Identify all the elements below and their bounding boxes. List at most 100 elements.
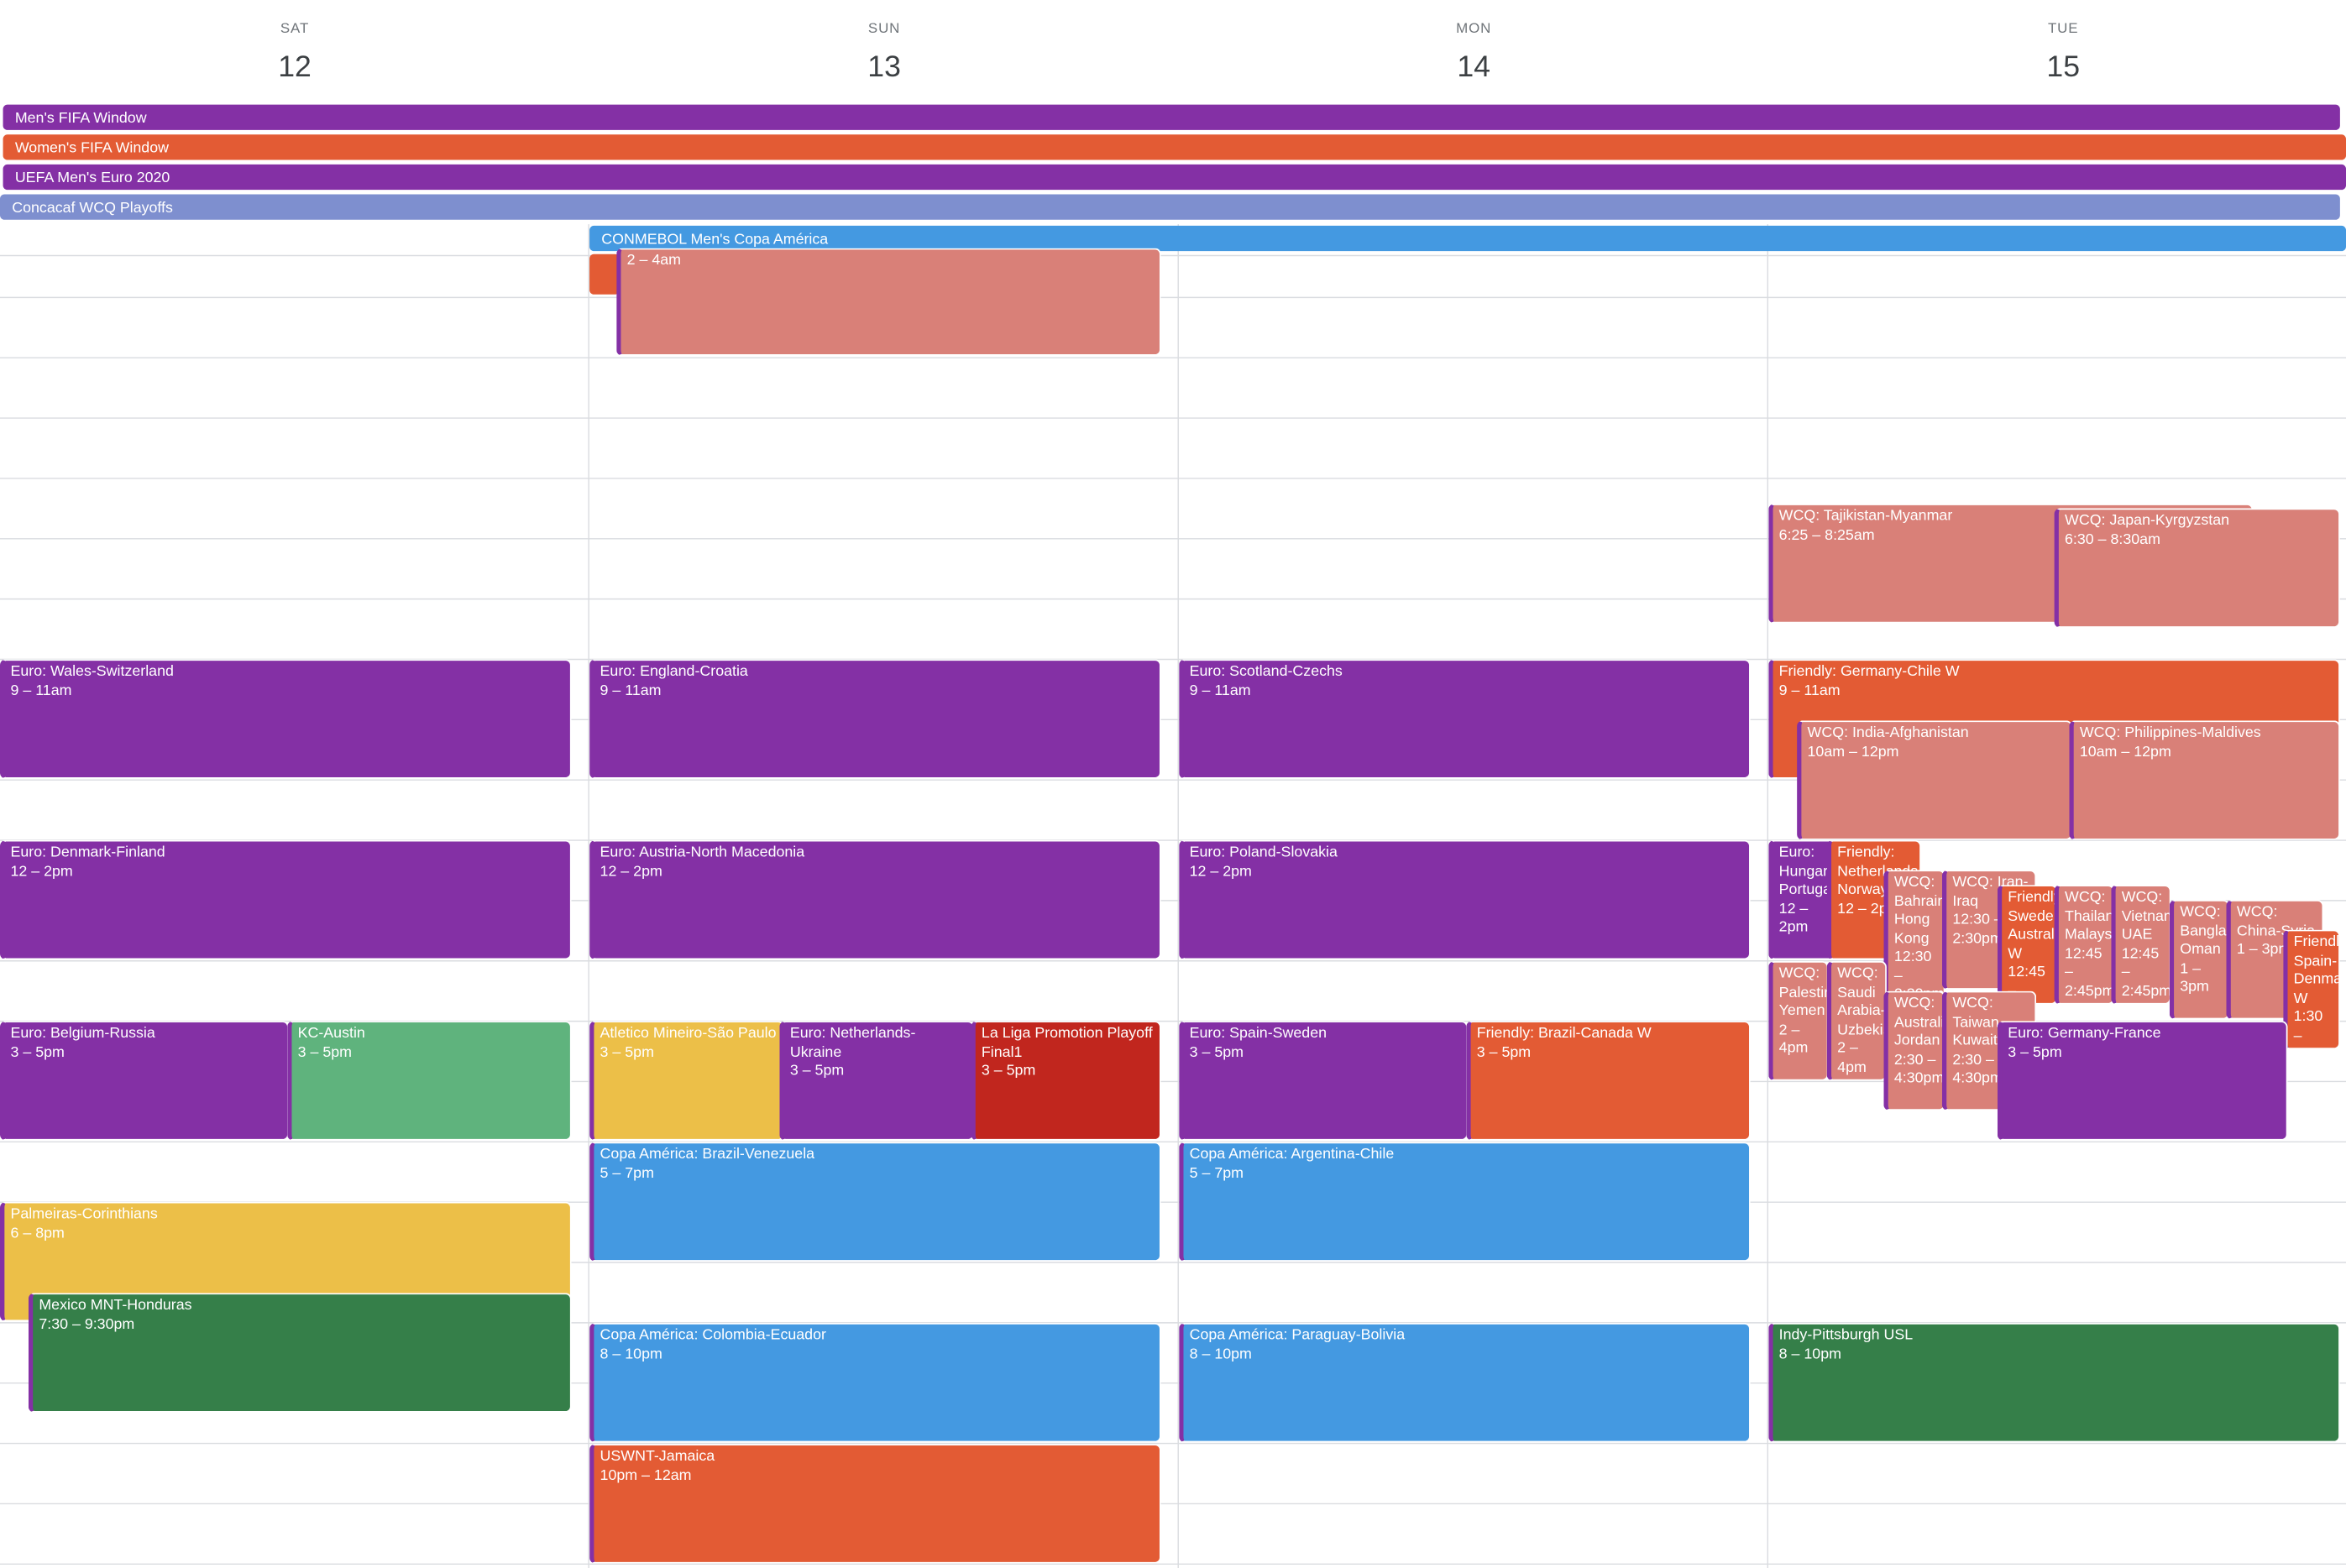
event[interactable]: Copa América: Brazil-Venezuela 5 – 7pm [589, 1142, 1161, 1262]
event-card[interactable]: Copa América: Argentina-Chile 5 – 7pm [1179, 1142, 1751, 1262]
event-title: Mexico MNT-Honduras [39, 1297, 192, 1315]
all-day-bar [589, 225, 2346, 252]
event-time: 3 – 5pm [297, 1043, 352, 1061]
event-time: 1 – 3pm [2180, 960, 2209, 996]
day-number: 12 [278, 50, 312, 83]
event[interactable]: Friendly: Spain-Denmark W1:30 – 3:30pm [2283, 929, 2340, 1050]
event-card[interactable]: WCQ: Japan-Kyrgyzstan 6:30 – 8:30am [2054, 508, 2340, 628]
event[interactable]: Copa América: Argentina-Chile 5 – 7pm [1179, 1142, 1751, 1262]
event[interactable]: La Liga Promotion Playoff Final1 3 – 5pm [971, 1021, 1161, 1141]
event-card[interactable]: Euro: Scotland-Czechs 9 – 11am [1179, 659, 1751, 779]
event[interactable]: Indy-Pittsburgh USL 8 – 10pm [1768, 1322, 2340, 1443]
event-time: 2 – 4am [626, 252, 682, 269]
event-card[interactable]: Copa América: Brazil-Venezuela 5 – 7pm [589, 1142, 1161, 1262]
event-card[interactable]: Euro: Poland-Slovakia 12 – 2pm [1179, 839, 1751, 960]
event-card[interactable]: Friendly: Sweden-Australia W12:45 – 2:45… [1997, 885, 2058, 1005]
event-time: 10am – 12pm [2079, 743, 2171, 760]
event[interactable]: Euro: Poland-Slovakia 12 – 2pm [1179, 839, 1751, 960]
event-time: 12 – 2pm [600, 863, 662, 880]
event-time: 3 – 5pm [10, 1043, 65, 1061]
event-card[interactable]: Indy-Pittsburgh USL 8 – 10pm [1768, 1322, 2340, 1443]
all-day-event[interactable]: Concacaf WCQ Playoffs [0, 194, 2340, 220]
event-card[interactable]: WCQ: Saudi Arabia-Uzbekistan2 – 4pm [1826, 961, 1887, 1081]
event[interactable]: Euro: Netherlands-Ukraine 3 – 5pm [779, 1021, 975, 1141]
event-card[interactable]: 2 – 4am [616, 248, 1161, 356]
event-title: Euro: Wales-Switzerland [10, 663, 174, 681]
event[interactable]: Copa América: Paraguay-Bolivia 8 – 10pm [1179, 1322, 1751, 1443]
event-card[interactable]: Euro: Netherlands-Ukraine 3 – 5pm [779, 1021, 975, 1141]
event-title: Friendly: Brazil-Canada W [1476, 1025, 1652, 1043]
event-card[interactable]: USWNT-Jamaica 10pm – 12am [589, 1444, 1161, 1564]
event-card[interactable]: Euro: Belgium-Russia 3 – 5pm [0, 1021, 289, 1141]
all-day-bar [3, 134, 2346, 160]
day-number: 15 [2046, 50, 2080, 83]
event[interactable]: Friendly: Sweden-Australia W12:45 – 2:45… [1997, 885, 2058, 1005]
event-time: 9 – 11am [10, 682, 72, 699]
event-card[interactable]: WCQ: India-Afghanistan 10am – 12pm [1797, 720, 2072, 840]
event-time: 3 – 5pm [600, 1043, 654, 1061]
day-number: 13 [867, 50, 901, 83]
event[interactable]: Euro: Denmark-Finland 12 – 2pm [0, 839, 572, 960]
event-card[interactable]: Euro: Wales-Switzerland 9 – 11am [0, 659, 572, 779]
event-card[interactable]: Friendly: Spain-Denmark W1:30 – 3:30pm [2283, 929, 2340, 1050]
day-name: SAT [280, 20, 309, 36]
all-day-event[interactable]: UEFA Men's Euro 2020 [3, 164, 2346, 191]
event-title: WCQ: Taiwan-Kuwait [1952, 995, 2004, 1050]
event-card[interactable]: Atletico Mineiro-São Paulo 3 – 5pm [589, 1021, 784, 1141]
event[interactable]: WCQ: Saudi Arabia-Uzbekistan2 – 4pm [1826, 961, 1887, 1081]
event-card[interactable]: WCQ: Philippines-Maldives 10am – 12pm [2069, 720, 2340, 840]
event[interactable]: Euro: Austria-North Macedonia 12 – 2pm [589, 839, 1161, 960]
hidden-event[interactable] [589, 253, 620, 295]
event-title: Euro: Austria-North Macedonia [600, 844, 805, 861]
event-card[interactable]: Euro: Germany-France 3 – 5pm [1997, 1021, 2288, 1141]
event[interactable]: 2 – 4am [616, 248, 1161, 356]
event-title: Copa América: Argentina-Chile [1189, 1146, 1395, 1163]
event-card[interactable]: La Liga Promotion Playoff Final1 3 – 5pm [971, 1021, 1161, 1141]
event-card[interactable]: Euro: England-Croatia 9 – 11am [589, 659, 1161, 779]
event-title: Indy-Pittsburgh USL [1778, 1327, 1914, 1344]
all-day-event[interactable]: Men's FIFA Window [3, 104, 2340, 130]
event-time: 5 – 7pm [1189, 1165, 1244, 1182]
all-day-event[interactable]: Women's FIFA Window [3, 134, 2346, 160]
all-day-event[interactable]: CONMEBOL Men's Copa América [589, 225, 2346, 252]
event-card[interactable]: Copa América: Paraguay-Bolivia 8 – 10pm [1179, 1322, 1751, 1443]
event-time: 9 – 11am [1778, 682, 1841, 699]
event-title: Euro: Germany-France [2008, 1025, 2161, 1043]
event-card[interactable]: WCQ: Thailand-Malaysia12:45 – 2:45pm [2054, 885, 2114, 1005]
event-card[interactable]: Euro: Spain-Sweden 3 – 5pm [1179, 1021, 1469, 1141]
event-card[interactable]: Mexico MNT-Honduras 7:30 – 9:30pm [28, 1293, 572, 1413]
event[interactable]: Friendly: Brazil-Canada W3 – 5pm [1466, 1021, 1751, 1141]
event-card[interactable]: KC-Austin 3 – 5pm [287, 1021, 572, 1141]
event[interactable]: WCQ: Thailand-Malaysia12:45 – 2:45pm [2054, 885, 2114, 1005]
event[interactable]: Copa América: Colombia-Ecuador 8 – 10pm [589, 1322, 1161, 1443]
event-card[interactable]: Euro: Denmark-Finland 12 – 2pm [0, 839, 572, 960]
event-card[interactable]: Euro: Austria-North Macedonia 12 – 2pm [589, 839, 1161, 960]
day-number: 14 [1457, 50, 1490, 83]
event-card[interactable]: Copa América: Colombia-Ecuador 8 – 10pm [589, 1322, 1161, 1443]
